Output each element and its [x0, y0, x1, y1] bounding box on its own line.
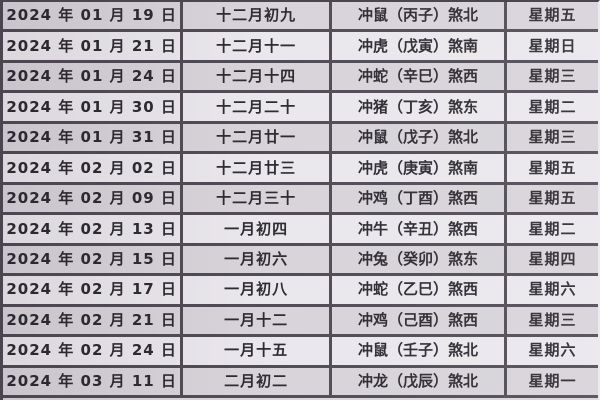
cell-zodiac-clash: 冲鼠（壬子）煞北 [332, 337, 507, 365]
table-row: 2024 年 02 月 13 日 一月初四 冲牛（辛丑）煞西 星期二 [3, 215, 598, 246]
table-row: 2024 年 01 月 30 日 十二月二十 冲猪（丁亥）煞东 星期二 [3, 93, 598, 124]
table-row: 2024 年 01 月 19 日 十二月初九 冲鼠（丙子）煞北 星期五 [3, 2, 598, 33]
cell-zodiac-clash: 冲虎（戊寅）煞南 [332, 32, 507, 60]
cell-lunar-date: 十二月二十 [183, 93, 333, 121]
table-row: 2024 年 02 月 02 日 十二月廿三 冲虎（庚寅）煞南 星期五 [3, 154, 598, 185]
cell-zodiac-clash: 冲鼠（戊子）煞北 [332, 123, 507, 152]
cell-zodiac-clash: 冲蛇（乙巳）煞西 [332, 276, 507, 304]
cell-zodiac-clash: 冲鸡（己酉）煞西 [332, 306, 507, 335]
cell-lunar-date: 一月十五 [183, 337, 333, 365]
cell-gregorian-date: 2024 年 02 月 09 日 [3, 184, 184, 213]
cell-lunar-date: 一月初四 [183, 215, 333, 243]
cell-lunar-date: 二月初二 [183, 367, 333, 396]
cell-weekday: 星期六 [528, 341, 577, 360]
cell-lunar-date: 十二月初九 [183, 2, 333, 30]
cell-gregorian-date: 2024 年 01 月 21 日 [3, 32, 184, 60]
cell-lunar-date: 十二月廿一 [183, 123, 333, 152]
cell-gregorian-date: 2024 年 01 月 31 日 [3, 123, 184, 152]
cell-weekday: 星期五 [528, 6, 577, 25]
cell-zodiac-clash: 冲龙（戊辰）煞北 [332, 367, 507, 396]
cell-gregorian-date: 2024 年 01 月 24 日 [3, 62, 184, 91]
cell-zodiac-clash: 冲鸡（丁酉）煞西 [332, 184, 507, 213]
cell-weekday: 星期三 [528, 128, 577, 147]
table-row: 2024 年 02 月 17 日 一月初八 冲蛇（乙巳）煞西 星期六 [3, 276, 598, 307]
cell-weekday: 星期三 [528, 310, 577, 329]
cell-gregorian-date: 2024 年 02 月 13 日 [3, 215, 184, 243]
table-row: 2024 年 02 月 15 日 一月初六 冲兔（癸卯）煞东 星期四 [3, 245, 598, 277]
cell-lunar-date: 一月初八 [183, 276, 333, 304]
cell-lunar-date: 一月十二 [183, 306, 333, 335]
table-row: 2024 年 01 月 21 日 十二月十一 冲虎（戊寅）煞南 星期日 [3, 32, 598, 63]
cell-gregorian-date: 2024 年 02 月 17 日 [3, 276, 184, 304]
cell-weekday: 星期五 [528, 189, 577, 208]
cell-lunar-date: 十二月十四 [183, 62, 333, 91]
cell-gregorian-date: 2024 年 02 月 24 日 [3, 337, 184, 365]
table-row: 2024 年 02 月 09 日 十二月三十 冲鸡（丁酉）煞西 星期五 [3, 184, 598, 216]
cell-zodiac-clash: 冲虎（庚寅）煞南 [332, 154, 507, 182]
cell-weekday: 星期五 [528, 158, 577, 177]
cell-zodiac-clash: 冲兔（癸卯）煞东 [332, 245, 507, 274]
cell-lunar-date: 十二月三十 [183, 184, 333, 213]
cell-gregorian-date: 2024 年 02 月 02 日 [3, 154, 184, 182]
cell-zodiac-clash: 冲鼠（丙子）煞北 [332, 2, 507, 30]
cell-weekday: 星期日 [528, 36, 577, 55]
cell-gregorian-date: 2024 年 03 月 11 日 [3, 367, 184, 396]
cell-gregorian-date: 2024 年 01 月 19 日 [3, 2, 184, 30]
cell-zodiac-clash: 冲猪（丁亥）煞东 [332, 93, 507, 121]
cell-lunar-date: 一月初六 [183, 245, 333, 274]
table-row: 2024 年 03 月 11 日 二月初二 冲龙（戊辰）煞北 星期一 [3, 367, 598, 399]
cell-weekday: 星期四 [528, 249, 577, 268]
cell-gregorian-date: 2024 年 02 月 15 日 [3, 245, 184, 274]
cell-weekday: 星期六 [528, 280, 577, 299]
table-row: 2024 年 02 月 24 日 一月十五 冲鼠（壬子）煞北 星期六 [3, 337, 598, 368]
cell-gregorian-date: 2024 年 01 月 30 日 [3, 93, 184, 121]
cell-lunar-date: 十二月十一 [183, 32, 333, 60]
cell-weekday: 星期二 [528, 219, 577, 238]
table-row: 2024 年 01 月 31 日 十二月廿一 冲鼠（戊子）煞北 星期三 [3, 123, 598, 155]
cell-weekday: 星期三 [528, 67, 577, 86]
cell-weekday: 星期一 [528, 371, 577, 390]
table-row: 2024 年 02 月 21 日 一月十二 冲鸡（己酉）煞西 星期三 [3, 306, 598, 338]
table-row: 2024 年 01 月 24 日 十二月十四 冲蛇（辛巳）煞西 星期三 [3, 62, 598, 94]
cell-zodiac-clash: 冲蛇（辛巳）煞西 [332, 62, 507, 91]
cell-gregorian-date: 2024 年 02 月 21 日 [3, 306, 184, 335]
cell-zodiac-clash: 冲牛（辛丑）煞西 [332, 215, 507, 243]
cell-lunar-date: 十二月廿三 [183, 154, 333, 182]
cell-weekday: 星期二 [528, 97, 577, 116]
table-body: 2024 年 01 月 19 日 十二月初九 冲鼠（丙子）煞北 星期五 2024… [3, 2, 598, 399]
